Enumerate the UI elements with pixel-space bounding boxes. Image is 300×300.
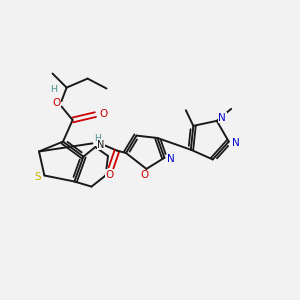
Text: O: O [100, 109, 108, 119]
Text: O: O [105, 169, 114, 180]
Text: H: H [50, 85, 58, 94]
Text: N: N [232, 138, 239, 148]
Text: N: N [218, 113, 226, 123]
Text: O: O [52, 98, 60, 108]
Text: H: H [94, 134, 101, 143]
Text: O: O [141, 170, 149, 181]
Text: S: S [34, 172, 41, 182]
Text: N: N [167, 154, 175, 164]
Text: N: N [97, 140, 104, 150]
